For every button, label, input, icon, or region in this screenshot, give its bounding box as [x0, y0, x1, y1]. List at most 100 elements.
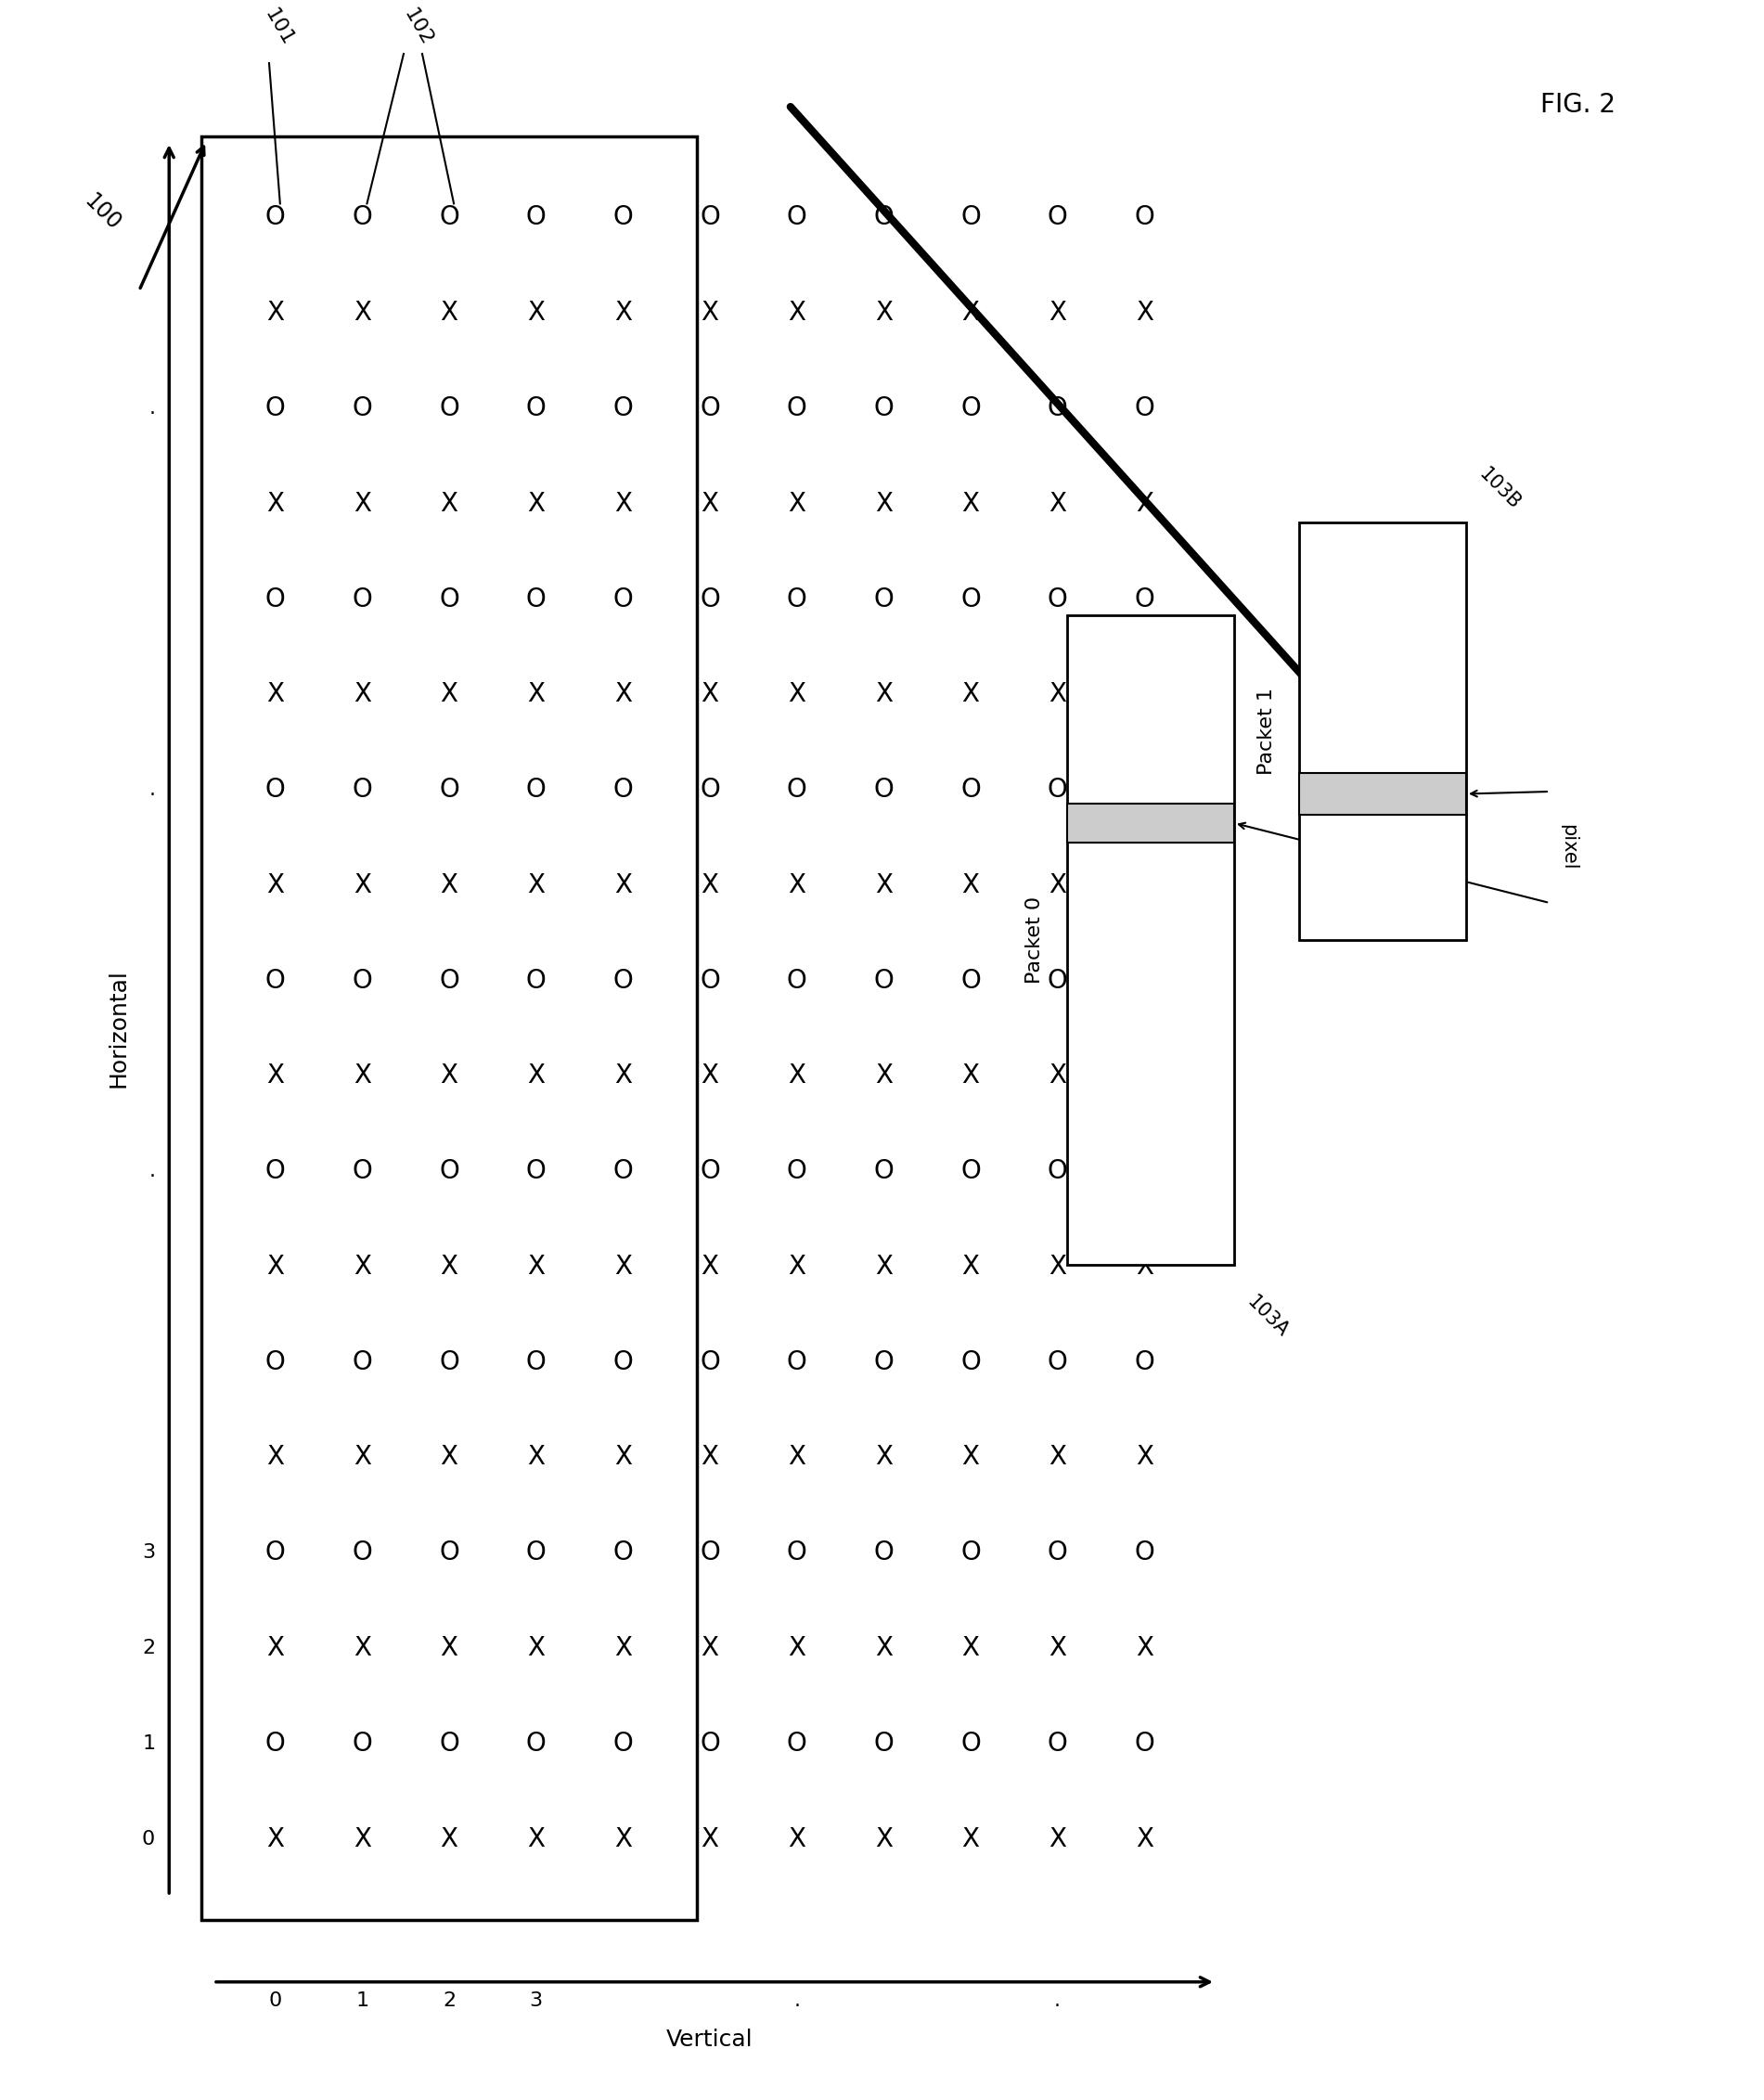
- Text: X: X: [961, 491, 979, 517]
- Text: O: O: [439, 204, 459, 231]
- Text: O: O: [960, 1730, 981, 1756]
- Text: X: X: [614, 300, 632, 326]
- Text: X: X: [527, 1445, 545, 1470]
- Text: Packet 1: Packet 1: [1258, 687, 1275, 775]
- Text: O: O: [960, 395, 981, 422]
- Text: O: O: [439, 395, 459, 422]
- Text: X: X: [1136, 1254, 1154, 1279]
- Text: X: X: [1136, 1825, 1154, 1852]
- Text: 3: 3: [143, 1544, 155, 1562]
- Text: O: O: [787, 1348, 806, 1376]
- Text: O: O: [1134, 968, 1154, 993]
- Text: X: X: [1048, 491, 1065, 517]
- Text: X: X: [266, 491, 284, 517]
- Text: O: O: [612, 777, 633, 802]
- Text: X: X: [614, 680, 632, 708]
- Text: 102: 102: [400, 6, 436, 48]
- Text: X: X: [614, 1825, 632, 1852]
- Text: O: O: [612, 395, 633, 422]
- Text: X: X: [1136, 300, 1154, 326]
- Text: X: X: [266, 1636, 284, 1661]
- Text: O: O: [526, 1539, 547, 1567]
- Text: O: O: [1134, 204, 1154, 231]
- Text: X: X: [1048, 872, 1065, 899]
- Text: X: X: [875, 872, 893, 899]
- Text: .: .: [794, 1991, 801, 2010]
- Text: O: O: [873, 1730, 894, 1756]
- Text: O: O: [700, 204, 720, 231]
- Text: O: O: [1134, 777, 1154, 802]
- Text: Packet 0: Packet 0: [1025, 897, 1044, 983]
- Bar: [1298, 773, 1466, 815]
- Text: O: O: [873, 1539, 894, 1567]
- Text: X: X: [527, 1063, 545, 1090]
- Text: 2: 2: [443, 1991, 455, 2010]
- Text: O: O: [353, 1539, 372, 1567]
- Text: X: X: [700, 1254, 718, 1279]
- Text: O: O: [439, 1730, 459, 1756]
- Text: 2: 2: [143, 1638, 155, 1657]
- Text: X: X: [527, 1825, 545, 1852]
- Text: O: O: [1134, 586, 1154, 611]
- Text: O: O: [873, 1348, 894, 1376]
- Text: X: X: [1048, 680, 1065, 708]
- Text: O: O: [353, 204, 372, 231]
- Text: O: O: [439, 1539, 459, 1567]
- Text: X: X: [614, 1063, 632, 1090]
- Text: X: X: [353, 1063, 370, 1090]
- Text: X: X: [266, 680, 284, 708]
- Text: O: O: [526, 968, 547, 993]
- Text: X: X: [789, 1825, 806, 1852]
- Text: X: X: [1136, 680, 1154, 708]
- Text: X: X: [789, 1445, 806, 1470]
- Text: O: O: [700, 968, 720, 993]
- Text: O: O: [353, 1159, 372, 1184]
- Text: X: X: [266, 1825, 284, 1852]
- Text: O: O: [612, 204, 633, 231]
- Text: O: O: [439, 777, 459, 802]
- Text: X: X: [700, 1636, 718, 1661]
- Text: O: O: [353, 1730, 372, 1756]
- Text: O: O: [700, 1730, 720, 1756]
- Bar: [1298, 523, 1466, 941]
- Text: X: X: [266, 1445, 284, 1470]
- Text: X: X: [441, 872, 459, 899]
- Text: X: X: [789, 1254, 806, 1279]
- Text: O: O: [526, 1348, 547, 1376]
- Text: O: O: [353, 586, 372, 611]
- Text: O: O: [787, 968, 806, 993]
- Text: X: X: [875, 300, 893, 326]
- Text: O: O: [265, 777, 286, 802]
- Text: X: X: [527, 300, 545, 326]
- Bar: [201, 136, 697, 1919]
- Text: X: X: [441, 491, 459, 517]
- Text: X: X: [700, 680, 718, 708]
- Text: O: O: [960, 1159, 981, 1184]
- Text: O: O: [353, 777, 372, 802]
- Text: X: X: [1048, 1445, 1065, 1470]
- Text: O: O: [1048, 1539, 1067, 1567]
- Text: .: .: [148, 1161, 155, 1180]
- Text: O: O: [700, 395, 720, 422]
- Text: O: O: [526, 204, 547, 231]
- Text: O: O: [700, 1159, 720, 1184]
- Text: O: O: [1048, 1730, 1067, 1756]
- Text: X: X: [1048, 1636, 1065, 1661]
- Text: pixel: pixel: [1559, 823, 1577, 869]
- Text: O: O: [960, 204, 981, 231]
- Text: X: X: [961, 1254, 979, 1279]
- Text: O: O: [1048, 586, 1067, 611]
- Text: X: X: [1136, 1636, 1154, 1661]
- Text: O: O: [439, 968, 459, 993]
- Text: O: O: [787, 1159, 806, 1184]
- Text: O: O: [265, 1159, 286, 1184]
- Text: X: X: [1136, 1445, 1154, 1470]
- Text: X: X: [527, 1254, 545, 1279]
- Text: O: O: [265, 1539, 286, 1567]
- Text: X: X: [961, 1445, 979, 1470]
- Text: .: .: [1055, 1991, 1060, 2010]
- Text: O: O: [960, 968, 981, 993]
- Text: O: O: [526, 586, 547, 611]
- Text: X: X: [789, 872, 806, 899]
- Text: X: X: [875, 491, 893, 517]
